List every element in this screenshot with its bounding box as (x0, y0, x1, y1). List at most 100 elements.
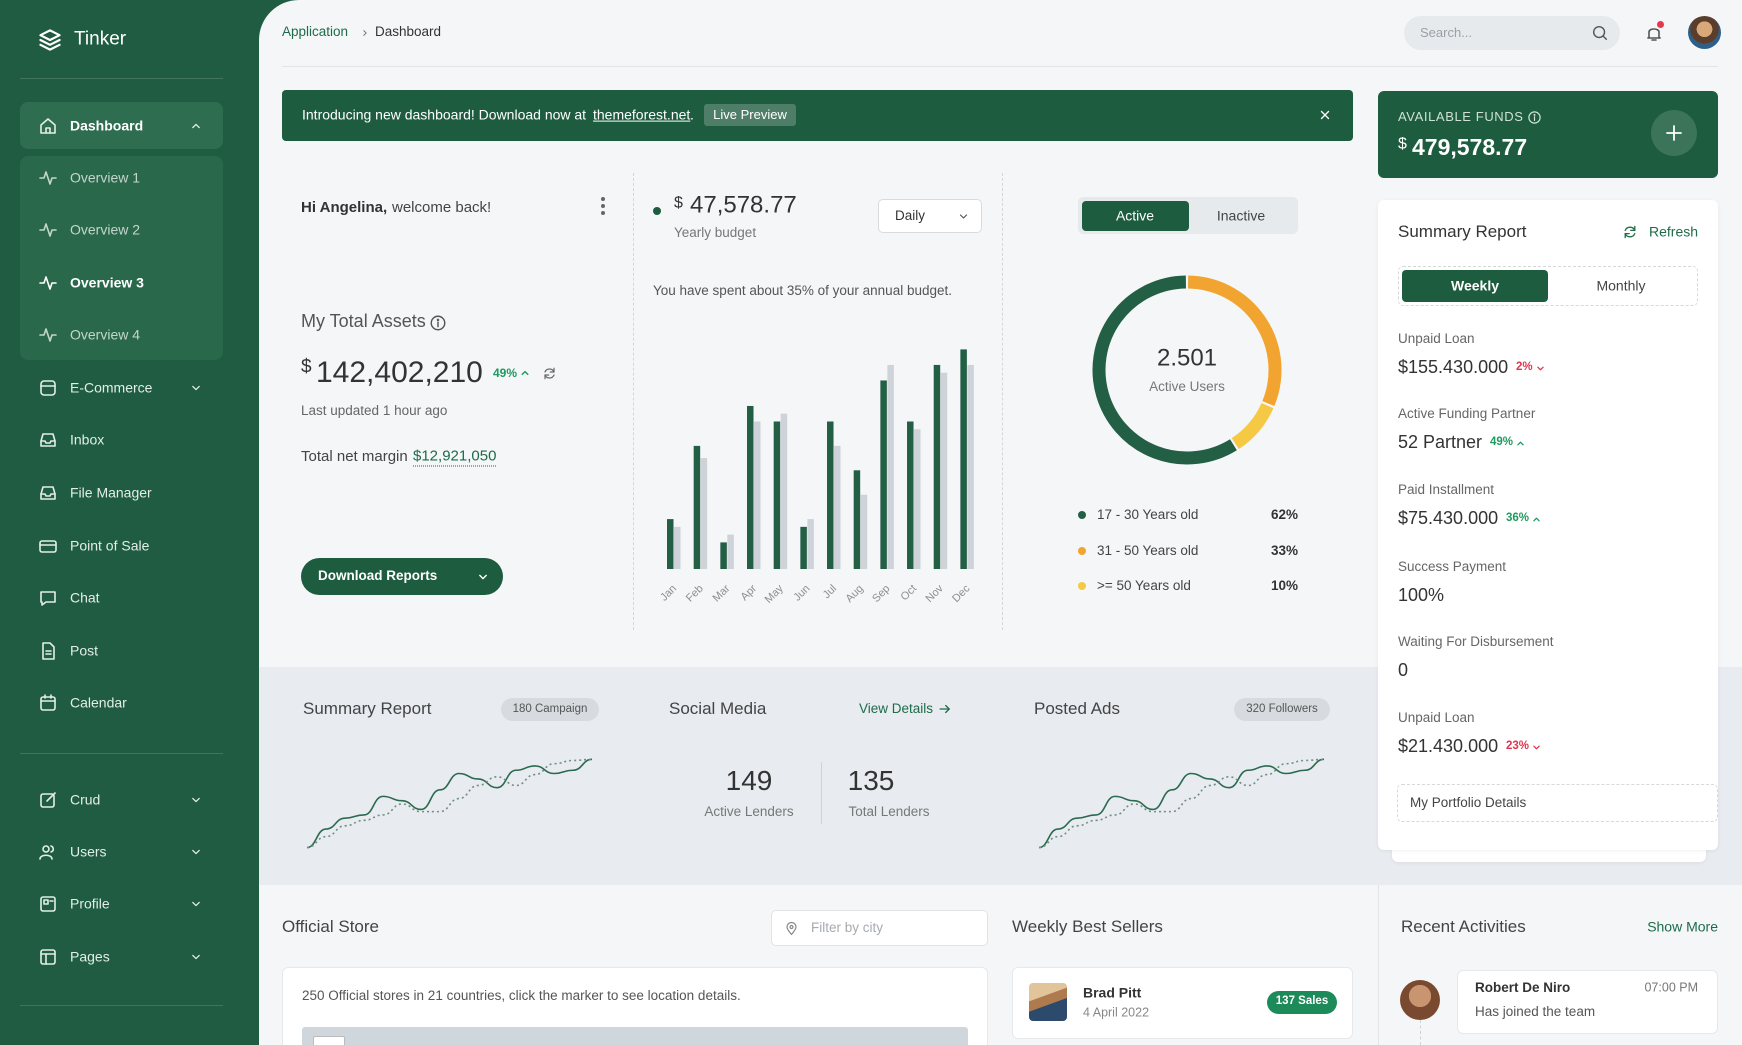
x-tick-label: Dec (950, 582, 973, 605)
view-details[interactable]: View Details (859, 700, 934, 716)
banner-link[interactable]: themeforest.net (593, 106, 691, 123)
avatar[interactable] (1688, 16, 1721, 49)
download-label[interactable]: Download Reports (318, 567, 438, 583)
x-tick-label: Jan (658, 583, 679, 604)
menu-item[interactable]: Inbox (70, 431, 105, 448)
icon-stroke (788, 924, 794, 929)
tab-label[interactable]: Inactive (1216, 207, 1266, 224)
icon-stroke (39, 38, 61, 46)
submenu-bg (20, 156, 223, 360)
icon-stroke (521, 370, 529, 376)
search-box[interactable] (1404, 16, 1620, 50)
banner-button-label[interactable]: Live Preview (713, 107, 787, 123)
menu-item[interactable]: Users (70, 843, 107, 860)
period-label[interactable]: Daily (895, 207, 926, 223)
bar (807, 519, 814, 569)
search-placeholder: Search... (1420, 25, 1473, 41)
map[interactable] (302, 1027, 968, 1045)
map-control[interactable] (313, 1036, 345, 1045)
menu-item[interactable]: Calendar (70, 694, 127, 711)
seller-avatar (1029, 983, 1067, 1021)
icon-stroke (1527, 110, 1541, 124)
stat-value: 135 (847, 765, 895, 797)
tab-label[interactable]: Weekly (1451, 277, 1499, 294)
icon-stroke (40, 493, 56, 497)
banner-text: . (690, 106, 694, 123)
item-value: $75.430.000 (1398, 508, 1499, 529)
badge-label: 180 Campaign (512, 703, 588, 716)
menu-item[interactable]: Crud (70, 791, 101, 808)
icon-up (192, 123, 200, 129)
tab-active[interactable] (1402, 270, 1548, 302)
margin-label: Total net margin (301, 448, 408, 465)
icon-stroke (1592, 25, 1606, 39)
donut-value: 2.501 (1156, 344, 1218, 372)
icon-stroke (1624, 232, 1630, 239)
filter-placeholder: Filter by city (811, 919, 884, 935)
icon-down (192, 901, 200, 907)
submenu-item[interactable]: Overview 4 (70, 326, 141, 343)
x-tick-label: Oct (899, 583, 920, 604)
x-tick-label: May (763, 582, 787, 606)
show-more[interactable]: Show More (1647, 918, 1718, 935)
legend-value: 10% (1270, 577, 1298, 593)
bar (914, 429, 921, 569)
menu-item[interactable]: Post (70, 642, 99, 659)
icon-stroke (40, 118, 56, 134)
bar (773, 421, 781, 569)
portfolio-label[interactable]: My Portfolio Details (1410, 794, 1527, 810)
item-label: Active Funding Partner (1398, 405, 1536, 421)
icon-arrow (939, 704, 950, 714)
icon-stroke (363, 30, 367, 36)
icon-stroke (39, 854, 53, 860)
stat-value: 149 (725, 765, 773, 797)
section-title: Weekly Best Sellers (1012, 916, 1163, 936)
tab-label[interactable]: Active (1115, 207, 1155, 224)
refresh[interactable]: Refresh (1649, 223, 1699, 240)
icon-edit (40, 792, 56, 808)
divider (20, 753, 223, 754)
icon-stroke (45, 127, 51, 134)
icon-info (1527, 110, 1541, 124)
icon-stroke (1320, 110, 1330, 120)
funds-currency: $ (1398, 135, 1407, 153)
tab-active[interactable] (1082, 201, 1189, 231)
icon-stroke (192, 797, 200, 803)
store-description: 250 Official stores in 21 countries, cli… (302, 987, 741, 1003)
divider (20, 1005, 223, 1006)
menu-item[interactable]: Pages (70, 948, 110, 965)
menu-item[interactable]: Dashboard (70, 117, 144, 134)
filter-box[interactable] (771, 910, 988, 946)
menu-item[interactable]: File Manager (70, 484, 152, 501)
icon-stroke (39, 223, 57, 237)
budget-label: Yearly budget (674, 224, 757, 240)
menu-dot[interactable] (601, 211, 605, 215)
icon-stroke (1532, 113, 1536, 116)
menu-dot[interactable] (601, 197, 605, 201)
menu-item[interactable]: Point of Sale (70, 537, 150, 554)
banner-button[interactable] (704, 104, 796, 126)
menu-dot[interactable] (601, 204, 605, 208)
bar (907, 421, 914, 569)
greeting-message: welcome back! (392, 199, 492, 216)
portfolio-box[interactable] (1397, 784, 1718, 822)
item-value: $155.430.000 (1398, 357, 1509, 378)
submenu-item[interactable]: Overview 3 (70, 274, 144, 291)
menu-item[interactable]: E-Commerce (70, 379, 153, 396)
breadcrumb[interactable]: Application (282, 23, 349, 39)
menu-item[interactable]: Chat (70, 589, 100, 606)
menu-item[interactable]: Profile (70, 895, 110, 912)
icon-stroke (1536, 366, 1544, 370)
submenu-item[interactable]: Overview 2 (70, 221, 141, 238)
margin-value[interactable]: $12,921,050 (413, 447, 497, 467)
x-tick-label: Feb (684, 583, 706, 605)
item-label: Success Payment (1398, 558, 1507, 574)
icon-stroke (39, 540, 57, 553)
budget-note: You have spent about 35% of your annual … (653, 282, 952, 298)
download-button[interactable] (301, 558, 503, 595)
submenu-item[interactable]: Overview 1 (70, 169, 141, 186)
bar (834, 445, 841, 569)
icon-search (1592, 25, 1608, 41)
tab-label[interactable]: Monthly (1596, 277, 1646, 294)
